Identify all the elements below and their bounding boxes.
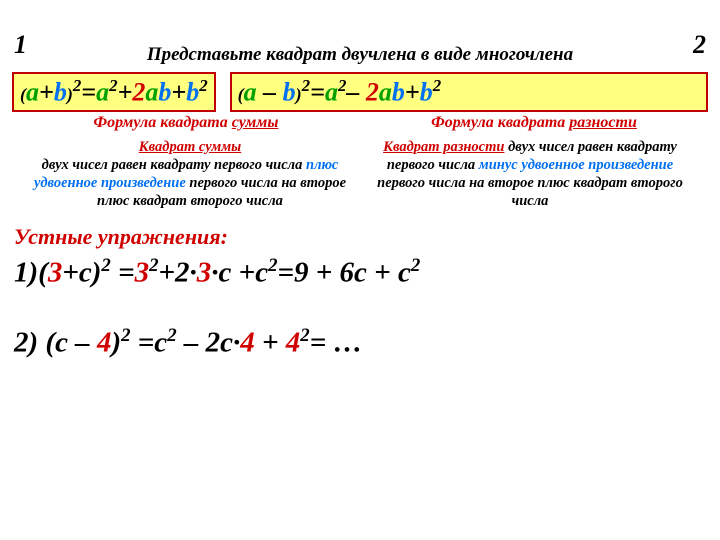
explain-sum: Квадрат суммы двух чисел равен квадрату … — [30, 138, 350, 211]
eq: = — [81, 78, 96, 107]
caption-text: Формула квадрата — [431, 114, 569, 131]
exp: 2 — [167, 325, 176, 346]
op-plus: + — [171, 78, 186, 107]
eq: = — [310, 78, 325, 107]
term-a: a — [379, 78, 392, 107]
explain-head: Квадрат разности — [383, 139, 504, 155]
ex-text: ) — [111, 326, 121, 358]
exercise-1: 1)(3+c)2 =32+2·3·c +c2=9 + 6c + c2 — [0, 250, 720, 290]
term-a: a — [145, 78, 158, 107]
formula-sum: (a+b)2=a2+2ab+b2 — [12, 72, 216, 112]
term-a: a — [244, 78, 257, 107]
explain-text: первого числа на второе плюс квадрат вто… — [377, 175, 683, 209]
explain-text: двух чисел равен квадрату первого числа — [42, 157, 306, 173]
ex-text: +2· — [159, 257, 197, 289]
exp: 2 — [268, 255, 277, 276]
ex-num: 3 — [135, 257, 150, 289]
ex-text: 1)( — [14, 257, 48, 289]
explain-highlight: минус удвоенное произведение — [479, 157, 673, 173]
exp: 2 — [149, 255, 158, 276]
page-title: Представьте квадрат двучлена в виде мног… — [0, 0, 720, 66]
exp: 2 — [433, 76, 441, 95]
coef-2: 2 — [366, 78, 379, 107]
exp: 2 — [101, 255, 110, 276]
op-minus: – — [346, 78, 366, 107]
ex-text: =c — [131, 326, 168, 358]
exp: 2 — [73, 76, 81, 95]
op-plus: + — [118, 78, 133, 107]
ex-text: ·c +c — [211, 257, 268, 289]
corner-right: 2 — [693, 30, 706, 60]
term-b: b — [392, 78, 405, 107]
caption-diff: Формула квадрата разности — [360, 114, 708, 132]
caption-sum: Формула квадрата суммы — [12, 114, 360, 132]
ex-text: – 2c· — [177, 326, 241, 358]
ex-num: 4 — [97, 326, 112, 358]
exp: 2 — [300, 325, 309, 346]
ex-num: 4 — [240, 326, 255, 358]
ex-text: =9 + 6c + c — [278, 257, 411, 289]
term-b: b — [158, 78, 171, 107]
term-a2: a — [325, 78, 338, 107]
op-plus: + — [405, 78, 420, 107]
formula-row: (a+b)2=a2+2ab+b2 (a – b)2=a2– 2ab+b2 — [0, 66, 720, 112]
ex-num: 3 — [48, 257, 63, 289]
term-b2: b — [420, 78, 433, 107]
ex-text: +c) — [62, 257, 101, 289]
section-heading: Устные упражнения: — [0, 210, 720, 250]
term-b2: b — [186, 78, 199, 107]
exp: 2 — [109, 76, 117, 95]
exercise-2: 2) (c – 4)2 =c2 – 2c·4 + 42= … — [0, 290, 720, 360]
explain-head: Квадрат суммы — [139, 139, 241, 155]
term-a2: a — [96, 78, 109, 107]
ex-text: 2) (c – — [14, 326, 97, 358]
corner-left: 1 — [14, 30, 27, 60]
ex-num: 3 — [197, 257, 212, 289]
coef-2: 2 — [132, 78, 145, 107]
explain-row: Квадрат суммы двух чисел равен квадрату … — [0, 132, 720, 211]
caption-underline: разности — [569, 114, 637, 131]
ex-text: = … — [310, 326, 363, 358]
formula-diff: (a – b)2=a2– 2ab+b2 — [230, 72, 708, 112]
term-b: b — [54, 78, 67, 107]
caption-row: Формула квадрата суммы Формула квадрата … — [0, 112, 720, 132]
ex-num: 4 — [286, 326, 301, 358]
op-plus: + — [39, 78, 54, 107]
term-b: b — [283, 78, 296, 107]
ex-text: + — [255, 326, 286, 358]
exp: 2 — [121, 325, 130, 346]
exp: 2 — [302, 76, 310, 95]
ex-text: = — [111, 257, 135, 289]
exp: 2 — [199, 76, 207, 95]
caption-text: Формула квадрата — [94, 114, 232, 131]
explain-diff: Квадрат разности двух чисел равен квадра… — [370, 138, 690, 211]
caption-underline: суммы — [232, 114, 279, 131]
term-a: a — [26, 78, 39, 107]
op-minus: – — [257, 78, 283, 107]
exp: 2 — [411, 255, 420, 276]
